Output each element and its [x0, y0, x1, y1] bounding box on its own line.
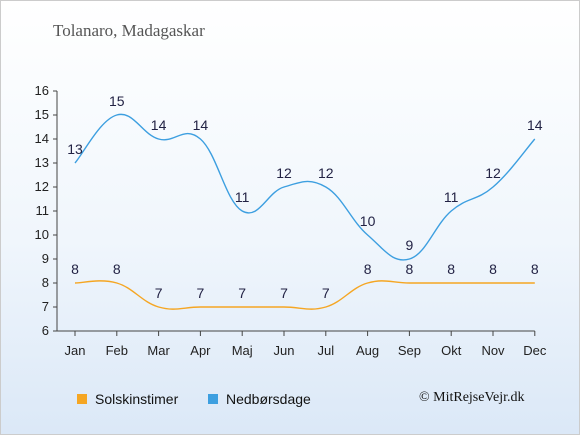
data-label-rain: 12: [318, 165, 334, 181]
data-label-sun: 8: [447, 261, 455, 277]
legend-item-rain: Nedbørsdage: [208, 391, 311, 407]
y-tick-label: 9: [42, 251, 49, 266]
data-label-sun: 7: [155, 285, 163, 301]
y-tick-label: 15: [35, 107, 49, 122]
data-label-rain: 9: [406, 237, 414, 253]
y-tick-label: 14: [35, 131, 49, 146]
x-tick-label: Sep: [398, 343, 421, 358]
data-label-sun: 8: [406, 261, 414, 277]
data-label-sun: 8: [113, 261, 121, 277]
data-label-sun: 8: [531, 261, 539, 277]
data-label-rain: 12: [485, 165, 501, 181]
y-tick-label: 12: [35, 179, 49, 194]
y-tick-label: 11: [36, 203, 50, 218]
x-tick-label: Apr: [190, 343, 211, 358]
y-tick-label: 7: [42, 299, 49, 314]
data-label-sun: 7: [280, 285, 288, 301]
x-tick-label: Jul: [317, 343, 334, 358]
data-label-rain: 14: [527, 117, 543, 133]
x-tick-label: Mar: [147, 343, 170, 358]
data-label-rain: 13: [67, 141, 83, 157]
y-tick-label: 6: [42, 323, 49, 338]
x-tick-label: Maj: [232, 343, 253, 358]
x-tick-label: Feb: [106, 343, 128, 358]
legend-label-sun: Solskinstimer: [95, 391, 179, 407]
data-label-rain: 11: [235, 189, 250, 205]
series-line-sun: [74, 280, 535, 310]
x-tick-label: Aug: [356, 343, 379, 358]
data-label-sun: 8: [489, 261, 497, 277]
data-label-rain: 15: [109, 93, 125, 109]
series-line-rain: [74, 113, 536, 261]
x-tick-label: Jan: [65, 343, 86, 358]
data-label-sun: 7: [322, 285, 330, 301]
credit-text: © MitRejseVejr.dk: [419, 390, 525, 405]
legend-swatch-sun: [77, 394, 87, 404]
x-tick-label: Nov: [481, 343, 505, 358]
y-tick-label: 8: [42, 275, 49, 290]
data-label-rain: 14: [151, 117, 167, 133]
x-tick-label: Jun: [274, 343, 295, 358]
y-tick-label: 13: [35, 155, 49, 170]
y-tick-label: 10: [35, 227, 49, 242]
data-label-sun: 8: [71, 261, 79, 277]
data-label-rain: 10: [360, 213, 376, 229]
data-label-rain: 12: [276, 165, 292, 181]
legend-swatch-rain: [208, 394, 218, 404]
y-tick-label: 16: [35, 83, 49, 98]
data-label-rain: 14: [193, 117, 209, 133]
chart-title: Tolanaro, Madagaskar: [53, 21, 205, 40]
legend-item-sun: Solskinstimer: [77, 391, 178, 407]
data-label-rain: 11: [444, 189, 459, 205]
data-label-sun: 7: [197, 285, 205, 301]
x-tick-label: Dec: [523, 343, 547, 358]
data-label-sun: 7: [238, 285, 246, 301]
data-label-sun: 8: [364, 261, 372, 277]
legend-label-rain: Nedbørsdage: [226, 391, 311, 407]
x-tick-label: Okt: [441, 343, 462, 358]
